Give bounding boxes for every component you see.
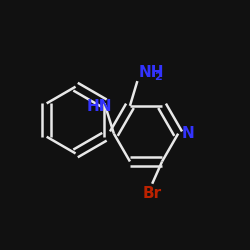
- Text: Br: Br: [143, 186, 162, 201]
- Text: 2: 2: [154, 72, 162, 82]
- Text: N: N: [182, 126, 194, 141]
- Text: NH: NH: [138, 65, 164, 80]
- Text: HN: HN: [86, 98, 112, 114]
